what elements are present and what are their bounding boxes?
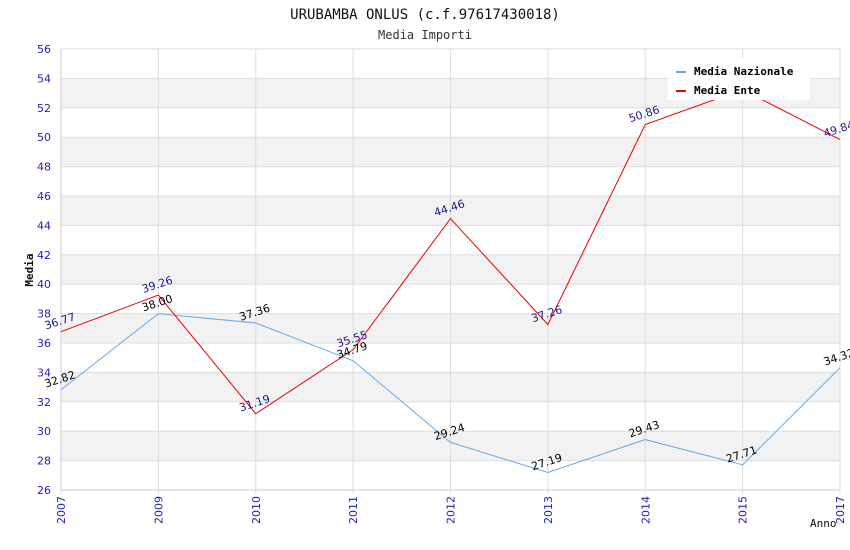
x-tick-label: 2017 (834, 496, 847, 524)
data-label-media-nazionale: 38.00 (140, 292, 174, 314)
x-axis-label: Anno (810, 517, 837, 530)
x-tick-label: 2012 (445, 496, 458, 524)
chart-subtitle: Media Importi (378, 28, 472, 42)
y-axis-label: Media (23, 253, 36, 286)
y-tick-label: 46 (37, 190, 51, 203)
y-tick-label: 32 (37, 396, 51, 409)
axes: 26 28 30 32 34 36 38 40 42 44 46 48 50 52 54 56 2007 2009… (37, 43, 847, 524)
y-tick-label: 54 (37, 72, 51, 85)
y-tick-label: 36 (37, 337, 51, 350)
series-line-media-nazionale (60, 313, 841, 474)
y-tick-label: 48 (37, 161, 51, 174)
y-tick-label: 50 (37, 131, 51, 144)
y-tick-label: 28 (37, 455, 51, 468)
y-tick-label: 52 (37, 102, 51, 115)
x-tick-label: 2014 (639, 496, 652, 524)
y-tick-label: 42 (37, 249, 51, 262)
legend-label-media-nazionale: Media Nazionale (694, 65, 794, 78)
chart-title: URUBAMBA ONLUS (c.f.97617430018) (290, 7, 560, 23)
y-tick-label: 30 (37, 425, 51, 438)
x-tick-label: 2007 (55, 496, 68, 524)
x-tick-label: 2013 (542, 496, 555, 524)
legend-box (668, 58, 810, 100)
y-tick-label: 38 (37, 308, 51, 321)
y-tick-label: 40 (37, 278, 51, 291)
x-tick-label: 2009 (152, 496, 165, 524)
y-tick-label: 34 (37, 366, 51, 379)
x-tick-label: 2010 (250, 496, 263, 524)
y-tick-label: 56 (37, 43, 51, 56)
data-label-media-nazionale: 34.32 (822, 346, 850, 368)
y-tick-label: 44 (37, 219, 51, 232)
legend-label-media-ente: Media Ente (694, 84, 761, 97)
legend: Media Nazionale Media Ente (668, 58, 810, 100)
data-label-media-ente: 49.84 (822, 118, 850, 140)
x-tick-label: 2015 (737, 496, 750, 524)
y-tick-label: 26 (37, 484, 51, 497)
series-line-media-ente (60, 89, 841, 415)
x-tick-label: 2011 (347, 496, 360, 524)
series-lines (60, 89, 841, 474)
